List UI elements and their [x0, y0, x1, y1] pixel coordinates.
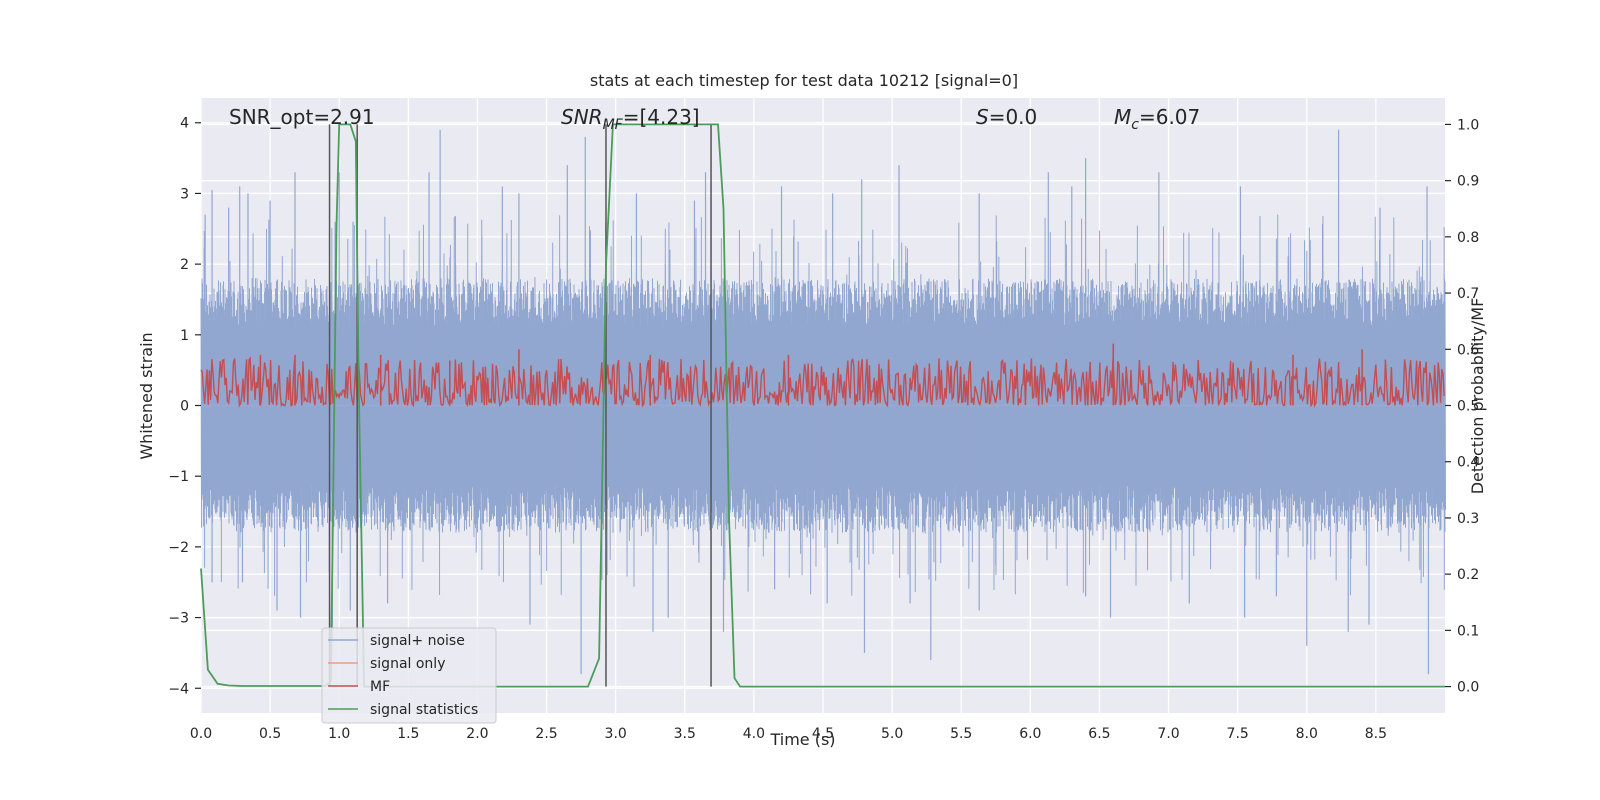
x-tick-label: 4.0: [743, 726, 765, 742]
annotation-mc-sub: c: [1131, 117, 1139, 133]
x-tick-label: 7.0: [1157, 726, 1179, 742]
y-tick-label: 3: [180, 186, 189, 202]
annotation-snr-opt: SNR_opt=2.91: [229, 105, 375, 129]
x-axis-label: Time (s): [769, 730, 835, 749]
y2-tick-label: 0.8: [1457, 230, 1479, 246]
legend-box: [321, 627, 497, 724]
mf-series: [200, 343, 1445, 408]
y2-axis-label: Detection probability/MF: [1468, 298, 1487, 495]
y2-tick-label: 0.1: [1457, 623, 1479, 639]
x-tick-label: 8.0: [1296, 726, 1318, 742]
y2-tick-label: 1.0: [1457, 117, 1479, 133]
x-tick-label: 8.5: [1365, 726, 1387, 742]
x-tick-label: 2.0: [466, 726, 488, 742]
y2-tick-label: 0.0: [1457, 680, 1479, 696]
legend-label-signal-only: signal only: [370, 656, 445, 672]
annotation-snr-mf-sub: MF: [603, 117, 624, 133]
x-tick-label: 5.5: [950, 726, 972, 742]
y-tick-label: 1: [180, 328, 189, 344]
x-tick-label: 1.5: [397, 726, 419, 742]
legend-label-mf: MF: [370, 679, 390, 695]
annotation-mc: Mc=6.07: [1114, 105, 1200, 133]
y-tick-label: −1: [168, 469, 189, 485]
x-tick-label: 4.5: [812, 726, 834, 742]
chart-title: stats at each timestep for test data 102…: [590, 71, 1018, 90]
y2-axis-ticks: 1.0 0.9 0.8 0.7 0.6 0.5 0.4 0.3 0.2 0.1 0.0: [1445, 117, 1479, 696]
legend: signal+ noise signal only MF signal stat…: [321, 627, 497, 724]
annotation-snr-mf-value: =[4.23]: [623, 105, 700, 129]
y2-tick-label: 0.9: [1457, 174, 1479, 190]
x-tick-label: 1.0: [328, 726, 350, 742]
y2-tick-label: 0.2: [1457, 567, 1479, 583]
y-tick-label: 2: [180, 257, 189, 273]
x-axis-ticks: 0.0 0.5 1.0 1.5 2.0 2.5 3.0 3.5 4.0 4.5 5.0 5.5 6.0 6…: [190, 726, 1387, 742]
x-tick-label: 5.0: [881, 726, 903, 742]
mf-line: [200, 356, 1445, 408]
y-axis-ticks: 4 3 2 1 0 −1 −2 −3 −4: [168, 116, 201, 697]
x-tick-label: 3.0: [605, 726, 627, 742]
x-tick-label: 3.5: [674, 726, 696, 742]
y2-tick-label: 0.6: [1457, 342, 1479, 358]
x-tick-label: 2.5: [535, 726, 557, 742]
annotation-mc-main: M: [1114, 105, 1131, 129]
y-tick-label: 4: [180, 116, 189, 132]
annotation-s: S=0.0: [976, 105, 1037, 129]
annotation-snr-mf: SNRMF=[4.23]: [561, 105, 700, 133]
y2-tick-label: 0.4: [1457, 455, 1479, 471]
annotation-s-symbol: S: [976, 105, 989, 129]
y-tick-label: −4: [168, 681, 189, 697]
annotation-mc-value: =6.07: [1139, 105, 1200, 129]
y2-tick-label: 0.5: [1457, 399, 1479, 415]
x-tick-label: 6.0: [1019, 726, 1041, 742]
y2-tick-label: 0.7: [1457, 286, 1479, 302]
annotation-snr-mf-main: SNR: [561, 105, 603, 129]
x-tick-label: 7.5: [1227, 726, 1249, 742]
y-tick-label: 0: [180, 399, 189, 415]
legend-label-signal-statistics: signal statistics: [370, 702, 478, 718]
legend-label-signal-noise: signal+ noise: [370, 633, 465, 649]
y2-tick-label: 0.3: [1457, 511, 1479, 527]
y-tick-label: −3: [168, 611, 189, 627]
x-tick-label: 0.5: [259, 726, 281, 742]
x-tick-label: 6.5: [1088, 726, 1110, 742]
x-tick-label: 0.0: [190, 726, 212, 742]
y-tick-label: −2: [168, 540, 189, 556]
annotation-s-value: =0.0: [989, 105, 1038, 129]
y-axis-label: Whitened strain: [137, 332, 156, 459]
